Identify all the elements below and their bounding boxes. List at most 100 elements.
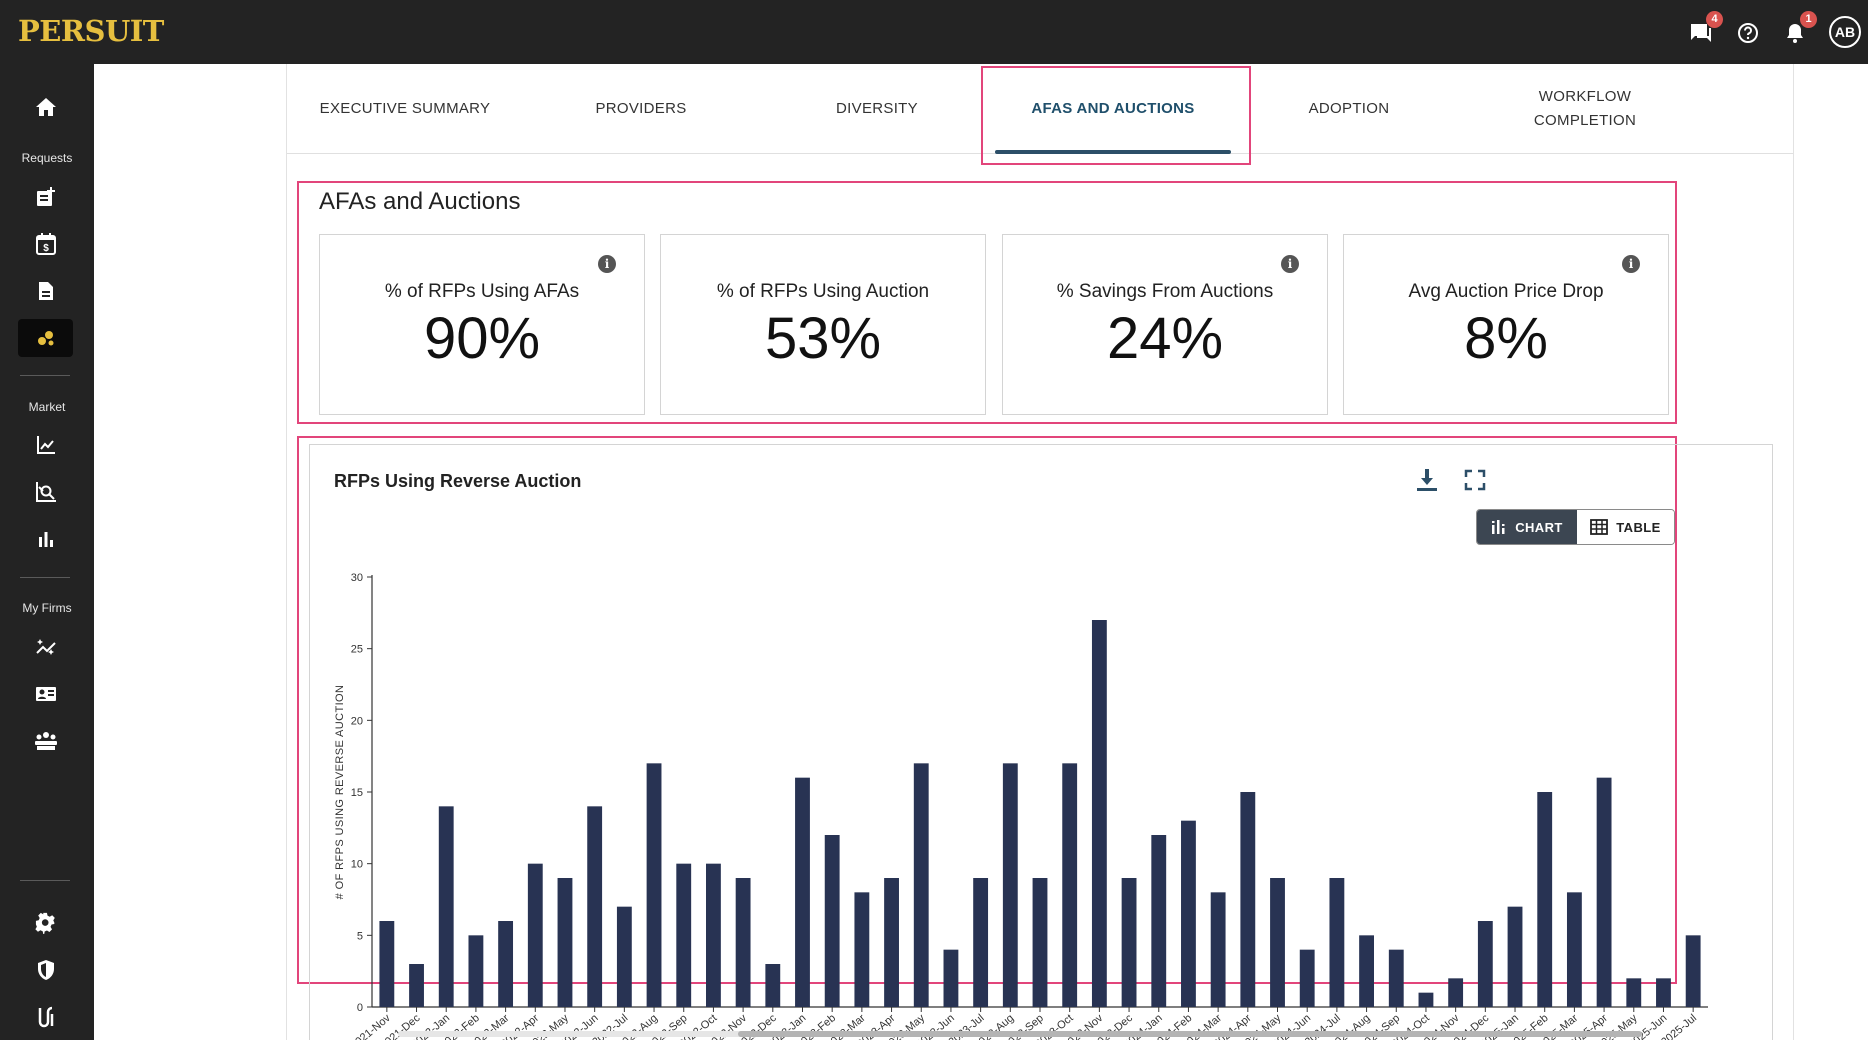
home-icon [35, 98, 56, 116]
tab-workflow-completion[interactable]: WORKFLOW COMPLETION [1533, 88, 1637, 129]
sidebar-integrations[interactable] [18, 998, 73, 1036]
sidebar: Requests $ Market My Firms [0, 64, 94, 1040]
bar-2024-Sep [1388, 949, 1404, 1007]
sidebar-settings[interactable] [18, 904, 73, 942]
bar-2023-Mar [854, 892, 870, 1007]
bar-2022-Oct [706, 863, 721, 1007]
contact-card-icon [35, 687, 56, 701]
shield-icon [37, 960, 54, 980]
bar-2023-Nov [1091, 620, 1107, 1007]
sidebar-section-requests: Requests [21, 151, 73, 165]
table-view-icon [1590, 519, 1609, 535]
tab-afas-and-auctions[interactable]: AFAS AND AUCTIONS [1031, 100, 1195, 117]
messages-badge: 4 [1706, 11, 1723, 28]
sidebar-market-benchmarks[interactable] [18, 520, 73, 558]
active-tab-indicator [995, 150, 1231, 154]
sidebar-market-trends[interactable] [18, 426, 73, 464]
info-icon[interactable]: i [598, 255, 616, 273]
sidebar-documents[interactable] [18, 272, 73, 310]
bar-2024-Jun [1299, 949, 1315, 1007]
y-tick-label: 30 [351, 572, 363, 584]
sidebar-market-search[interactable] [18, 473, 73, 511]
sidebar-section-market: Market [28, 400, 66, 414]
bar-2024-Mar [1210, 892, 1226, 1007]
kpi-highlight-box [297, 181, 1677, 424]
bar-2023-Jan [795, 777, 810, 1007]
bar-2021-Nov [379, 921, 395, 1007]
bar-2024-Jul [1329, 878, 1345, 1007]
top-bar: PERSUIT 4 1 AB [0, 0, 1868, 64]
kpi-label: % of RFPs Using AFAs [384, 281, 580, 302]
tab-diversity[interactable]: DIVERSITY [836, 100, 918, 117]
bar-2022-Jul [616, 906, 632, 1007]
kpi-label: % of RFPs Using Auction [716, 281, 930, 302]
bar-2022-Jan [438, 806, 454, 1007]
y-tick-label: 25 [351, 644, 363, 656]
kpi-value: 8% [1464, 306, 1548, 371]
kpi-card-afas: i % of RFPs Using AFAs 90% [319, 234, 645, 415]
chart-view-icon [1492, 520, 1505, 534]
svg-text:$: $ [43, 243, 49, 254]
y-tick-label: 10 [351, 859, 363, 871]
bar-2022-Jun [587, 806, 603, 1007]
bar-2022-Sep [676, 863, 692, 1007]
document-icon [38, 282, 53, 300]
bar-2025-Feb [1537, 792, 1553, 1007]
bar-2022-Mar [498, 921, 514, 1007]
chart-view-button[interactable]: CHART [1477, 510, 1577, 544]
kpi-value: 90% [423, 306, 541, 371]
bar-2021-Dec [409, 964, 424, 1007]
user-avatar[interactable]: AB [1829, 16, 1861, 48]
reverse-auction-bar-chart: 0 5 10 15 20 25 30 # OF RFPS USING REVERSE AUCT… [334, 572, 1708, 1040]
sidebar-billing-calendar[interactable]: $ [18, 225, 73, 263]
table-view-label: TABLE [1616, 519, 1661, 535]
help-icon[interactable] [1735, 20, 1761, 46]
bar-2024-Feb [1181, 820, 1196, 1007]
bar-2024-May [1270, 878, 1285, 1007]
y-tick-label: 15 [351, 787, 363, 799]
kpi-value: 53% [764, 306, 882, 371]
sidebar-divider [20, 577, 70, 578]
notifications-bell-icon[interactable]: 1 [1782, 11, 1817, 46]
calendar-dollar-icon: $ [35, 233, 56, 255]
persuit-logo[interactable]: PERSUIT [18, 14, 164, 48]
bar-2023-Sep [1032, 878, 1048, 1007]
sidebar-firm-panel[interactable] [18, 722, 73, 760]
sidebar-security[interactable] [18, 951, 73, 989]
bar-2022-Feb [468, 935, 484, 1007]
chart-horizontal-scrollbar[interactable] [398, 1031, 1642, 1037]
bar-2024-Dec [1477, 921, 1493, 1007]
scrollbar-thumb[interactable] [738, 1031, 1642, 1037]
line-chart-icon [36, 436, 55, 454]
table-view-button[interactable]: TABLE [1576, 510, 1674, 544]
flow-icon [38, 1006, 53, 1028]
bar-2025-Jun [1656, 978, 1671, 1007]
sidebar-new-request[interactable] [18, 178, 73, 216]
info-icon[interactable]: i [1622, 255, 1640, 273]
download-icon[interactable] [1414, 467, 1440, 493]
bar-2025-Jan [1507, 906, 1523, 1007]
search-chart-icon [35, 482, 56, 502]
sidebar-firm-insights[interactable] [18, 628, 73, 666]
chart-card: RFPs Using Reverse Auction CHART TABLE 0… [309, 444, 1773, 1040]
kpi-label: Avg Auction Price Drop [1408, 281, 1604, 302]
bar-2024-Nov [1448, 978, 1464, 1007]
info-icon[interactable]: i [1281, 255, 1299, 273]
sidebar-firm-directory[interactable] [18, 675, 73, 713]
fullscreen-icon[interactable] [1462, 467, 1488, 493]
bar-2024-Jan [1151, 835, 1167, 1007]
bar-2023-Feb [824, 835, 840, 1007]
bar-2025-May [1626, 978, 1642, 1007]
tab-executive-summary[interactable]: EXECUTIVE SUMMARY [319, 100, 491, 117]
sidebar-analytics-active[interactable] [18, 319, 73, 357]
tab-adoption[interactable]: ADOPTION [1308, 100, 1390, 117]
sidebar-home[interactable] [18, 88, 73, 126]
kpi-card-auction: % of RFPs Using Auction 53% [660, 234, 986, 415]
bar-2025-Jul [1685, 935, 1701, 1007]
chart-table-toggle: CHART TABLE [1476, 509, 1675, 545]
kpi-value: 24% [1106, 306, 1224, 371]
analytics-dots-icon [37, 331, 53, 346]
tab-providers[interactable]: PROVIDERS [595, 100, 687, 117]
bar-2023-Oct [1062, 763, 1078, 1007]
messages-icon[interactable]: 4 [1688, 11, 1723, 46]
